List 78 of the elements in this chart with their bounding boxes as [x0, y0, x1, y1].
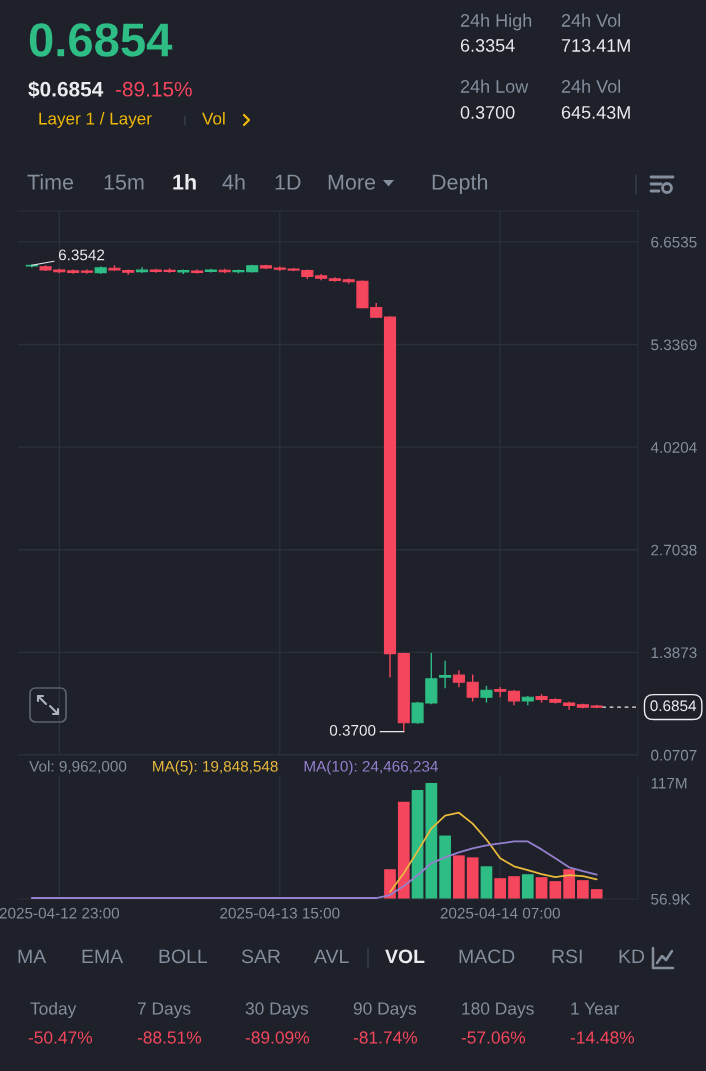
text: 1 Year — [571, 1002, 619, 1015]
annotation: 0.3700 — [329, 724, 376, 736]
text: Vol: 9,962,000 — [29, 760, 127, 774]
text: 24h High — [460, 13, 532, 31]
bar — [508, 876, 520, 899]
text: MACD — [459, 949, 515, 964]
bar — [563, 869, 575, 899]
x-tick-label: 2025-04-13 15:00 — [220, 907, 340, 919]
text: -57.06% — [461, 1031, 526, 1044]
text: MA(10): 24,466,234 — [304, 760, 438, 775]
text: Time — [27, 173, 74, 190]
text: $0.6854 — [28, 80, 104, 98]
candlestick — [328, 277, 341, 282]
text: 24h Low — [460, 79, 529, 93]
text: 713.41M — [561, 39, 630, 52]
ref-line-label: 0.6854 — [650, 700, 697, 712]
y-tick-label: 56.9K — [651, 893, 691, 905]
y-tick-label: 4.0204 — [650, 442, 697, 453]
bar — [425, 782, 438, 899]
text: 180 Days — [462, 1002, 534, 1019]
text: -50.47% — [28, 1031, 93, 1044]
annotation: 6.3542 — [58, 249, 105, 261]
text: 7 Days — [137, 1002, 191, 1019]
text: Vol — [202, 112, 225, 125]
candlestick — [466, 674, 479, 702]
text: -89.15% — [115, 81, 192, 97]
text: 24h Vol — [561, 13, 621, 27]
text: SAR — [241, 949, 281, 964]
y-tick-label: 2.7038 — [651, 544, 697, 556]
text: Layer 1 / Layer — [39, 112, 152, 128]
candlestick — [135, 267, 149, 273]
x-tick-label: 2025-04-12 23:00 — [0, 907, 120, 919]
bar — [590, 889, 603, 899]
bar — [521, 874, 534, 899]
text: MA — [18, 949, 47, 964]
text: 24h Vol — [561, 79, 621, 93]
text: 1h — [173, 173, 196, 190]
bar — [577, 880, 589, 899]
text: BOLL — [159, 949, 208, 964]
text: AVL — [314, 949, 349, 964]
text: Today — [30, 1001, 77, 1019]
text: MA(5): 19,848,548 — [153, 760, 278, 775]
text: 0.3700 — [460, 106, 515, 119]
text: 645.43M — [561, 106, 630, 119]
text: 6.3354 — [460, 39, 515, 52]
bar — [397, 801, 410, 899]
text: 4h — [222, 173, 245, 190]
text: More — [328, 174, 376, 190]
text: -14.48% — [570, 1031, 635, 1044]
y-tick-label: 117M — [651, 777, 687, 789]
bar — [494, 878, 507, 899]
text: Depth — [432, 173, 488, 195]
text: -89.09% — [245, 1031, 310, 1044]
line-series — [30, 840, 598, 899]
bar — [549, 881, 562, 899]
bar — [466, 857, 479, 899]
text: 15m — [104, 174, 144, 190]
bar — [480, 866, 493, 899]
text: RSI — [552, 949, 582, 964]
bar — [453, 855, 465, 899]
text: KD — [619, 949, 645, 964]
bar — [439, 835, 451, 899]
text: 90 Days — [353, 1002, 417, 1019]
text: 1D — [275, 174, 301, 190]
y-tick-label: 5.3369 — [651, 339, 697, 351]
text: EMA — [82, 949, 124, 964]
text: -81.74% — [353, 1031, 418, 1044]
y-tick-label: 0.0707 — [651, 749, 697, 761]
bar — [535, 877, 548, 899]
line-series — [389, 811, 598, 893]
text: VOL — [385, 949, 425, 964]
y-tick-label: 1.3873 — [651, 647, 697, 659]
text: 30 Days — [245, 1002, 309, 1019]
y-tick-label: 6.6535 — [651, 236, 697, 248]
text: -88.51% — [137, 1031, 202, 1044]
candlestick — [439, 660, 452, 689]
text: 0.6854 — [29, 23, 173, 57]
x-tick-label: 2025-04-14 07:00 — [440, 907, 560, 919]
